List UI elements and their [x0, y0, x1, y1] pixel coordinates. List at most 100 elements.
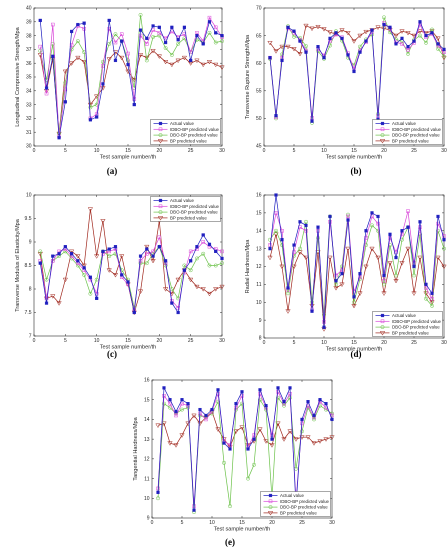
data-point — [328, 36, 332, 40]
data-point — [201, 233, 205, 237]
data-point — [424, 296, 428, 301]
y-tick-label: 40 — [26, 6, 32, 12]
data-point — [44, 301, 49, 305]
data-point — [192, 508, 196, 512]
data-point — [219, 284, 225, 290]
series-dbo-bp-predicted-value — [38, 244, 224, 310]
series-line — [269, 194, 445, 328]
y-tick-label: 38 — [26, 33, 32, 39]
data-point — [399, 261, 405, 266]
legend-entry: IDBO-BP predicted value — [375, 127, 442, 132]
legend-entry: IDBO-BP predicted value — [153, 127, 220, 132]
data-point — [442, 238, 446, 242]
data-point — [216, 399, 220, 404]
data-point — [370, 211, 374, 215]
y-tick-label: 55 — [256, 89, 262, 95]
data-point — [304, 44, 308, 49]
data-point — [400, 229, 404, 233]
data-point — [358, 275, 362, 279]
data-point — [399, 29, 405, 34]
data-point — [321, 27, 327, 32]
data-point — [394, 42, 398, 46]
x-tick-label: 10 — [209, 520, 215, 526]
data-point — [214, 249, 218, 253]
data-point — [376, 214, 380, 219]
data-point — [213, 25, 218, 30]
data-point — [424, 40, 428, 45]
data-point — [62, 277, 68, 283]
data-point — [430, 296, 434, 301]
legend-entry: BP predicted value — [375, 330, 429, 336]
y-tick-label: 36 — [26, 61, 32, 67]
data-point — [132, 102, 136, 107]
data-point — [106, 57, 112, 62]
panel-label: (b) — [351, 166, 362, 176]
data-point — [274, 114, 278, 118]
data-point — [206, 60, 213, 65]
y-tick-label: 8 — [259, 336, 262, 342]
data-point — [346, 53, 350, 57]
data-point — [213, 40, 218, 45]
x-axis-label: Test sample number/th — [100, 345, 157, 351]
data-point — [51, 254, 55, 258]
legend-marker — [158, 127, 163, 132]
series-actual-value — [268, 20, 446, 123]
data-point — [82, 272, 87, 277]
data-point — [351, 39, 357, 44]
data-point — [63, 100, 67, 104]
data-point — [126, 280, 130, 284]
data-point — [88, 291, 93, 296]
legend-marker — [380, 325, 385, 330]
legend-label: Actual value — [170, 121, 194, 126]
data-point — [317, 439, 323, 444]
data-point — [304, 219, 308, 224]
data-point — [151, 249, 155, 254]
x-tick-label: 15 — [351, 148, 357, 154]
data-point — [387, 261, 393, 266]
data-point — [363, 264, 369, 270]
legend-entry: BP predicted value — [153, 215, 207, 221]
y-tick-label: 30 — [26, 144, 32, 150]
data-point — [228, 504, 232, 509]
series-actual-value — [156, 386, 334, 512]
data-point — [189, 58, 193, 63]
data-point — [138, 12, 143, 17]
data-point — [339, 28, 345, 33]
data-point — [156, 496, 160, 501]
x-tick-label: 5 — [293, 148, 296, 154]
data-point — [286, 291, 290, 296]
y-tick-label: 50 — [256, 116, 262, 122]
data-point — [162, 401, 166, 406]
data-point — [131, 77, 137, 83]
data-point — [69, 252, 74, 256]
data-point — [157, 244, 162, 249]
data-point — [424, 286, 428, 290]
legend-marker — [380, 133, 385, 138]
data-point — [138, 28, 143, 32]
data-point — [322, 56, 326, 60]
data-point — [63, 245, 67, 249]
data-point — [101, 249, 105, 253]
data-point — [364, 229, 368, 233]
data-point — [441, 264, 447, 270]
data-point — [298, 246, 302, 251]
data-point — [400, 42, 404, 46]
data-point — [340, 272, 344, 276]
x-tick-label: 25 — [188, 338, 194, 344]
data-point — [418, 225, 422, 229]
data-point — [418, 220, 422, 224]
data-point — [406, 51, 410, 56]
x-tick-label: 25 — [411, 340, 417, 346]
panel-label: (e) — [225, 537, 235, 547]
data-point — [322, 325, 326, 329]
data-point — [357, 33, 363, 39]
legend-marker — [157, 139, 164, 144]
data-point — [364, 236, 368, 240]
data-point — [405, 246, 411, 252]
x-tick-label: 25 — [188, 148, 194, 154]
y-axis-label: Transverse Modulus of Elasticity/Mpa — [15, 218, 21, 312]
data-point — [181, 55, 188, 61]
data-point — [38, 249, 43, 254]
data-point — [394, 273, 398, 278]
data-point — [305, 435, 311, 440]
